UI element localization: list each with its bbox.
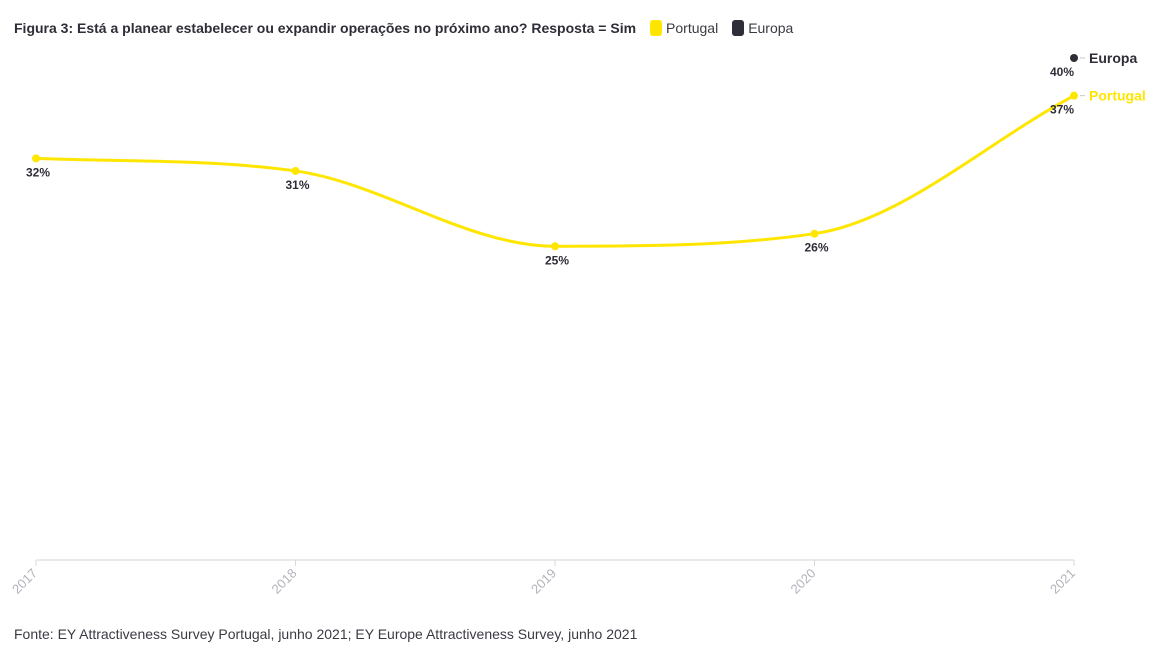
x-tick-label: 2017 (9, 566, 40, 597)
data-point-portugal (291, 166, 300, 175)
data-label-europa: 40% (1050, 65, 1074, 79)
end-label-portugal: Portugal (1089, 88, 1146, 104)
data-label-portugal: 37% (1050, 103, 1074, 117)
chart-header: Figura 3: Está a planear estabelecer ou … (14, 18, 793, 38)
series-line-portugal (34, 94, 1076, 248)
data-point-portugal (1070, 91, 1078, 100)
legend-swatch-portugal (650, 20, 663, 36)
x-tick-label: 2018 (269, 566, 300, 597)
legend-item-portugal[interactable]: Portugal (650, 20, 718, 36)
source-note: Fonte: EY Attractiveness Survey Portugal… (14, 626, 638, 642)
x-tick-label: 2021 (1047, 566, 1078, 597)
end-label-europa: Europa (1089, 50, 1137, 66)
x-tick-label: 2020 (788, 566, 819, 597)
data-label-portugal: 26% (804, 241, 828, 255)
data-label-portugal: 25% (545, 253, 569, 267)
data-point-portugal (551, 242, 559, 251)
data-point-europa (1070, 54, 1078, 62)
chart-title: Figura 3: Está a planear estabelecer ou … (14, 20, 637, 36)
data-label-portugal: 32% (26, 165, 50, 179)
legend-label-portugal: Portugal (666, 20, 719, 36)
legend-item-europa[interactable]: Europa (732, 20, 793, 36)
data-label-portugal: 31% (285, 178, 309, 192)
data-point-portugal (810, 229, 819, 238)
line-chart: 2017 2018 2019 2020 2021 32% 31% 25% 26% 37% Portu… (9, 50, 1146, 597)
data-point-portugal (32, 154, 40, 163)
x-tick-label: 2019 (528, 566, 559, 597)
legend-label-europa: Europa (748, 20, 794, 36)
legend-swatch-europa (732, 20, 745, 36)
